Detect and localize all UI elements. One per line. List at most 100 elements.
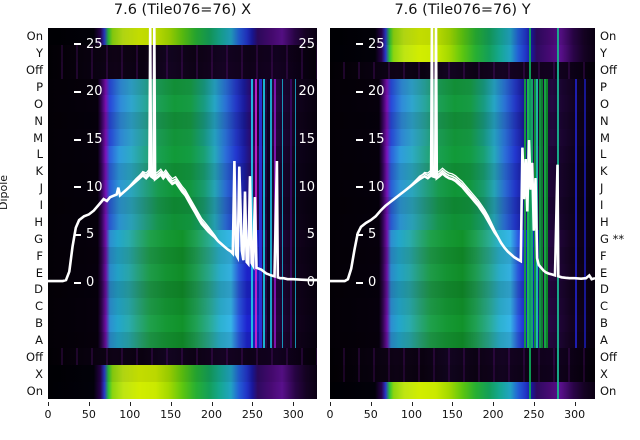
spectral-stripe [526,78,529,349]
row-label-left: B [35,316,43,331]
x-tick-label: 250 [241,408,263,421]
row-label-left: C [34,299,43,314]
row-label-left: D [34,282,43,297]
row-label-left: On [26,383,43,398]
x-tick [493,402,495,406]
heatmap-row-g [330,230,595,248]
spectral-stripe [538,78,542,349]
row-label-right: F [600,248,607,263]
row-label-left: G [34,231,43,246]
heatmap-row-on [48,28,317,46]
row-label-left: Off [26,349,43,364]
x-tick [170,402,172,406]
heatmap-row-o [330,95,595,113]
x-tick-label: 50 [363,408,378,421]
x-tick [574,402,576,406]
spectral-stripe [574,78,577,349]
heatmap-row-on [330,28,595,46]
x-tick-label: 100 [401,408,423,421]
row-label-right: P [600,80,607,95]
heatmap-row-e [48,264,317,282]
heatmap-row-l [48,146,317,164]
heatmap-row-o [48,95,317,113]
x-tick [452,402,454,406]
x-tick [370,402,372,406]
x-tick-label: 200 [201,408,223,421]
heatmap-row-a [330,331,595,349]
row-label-right: N [600,113,609,128]
row-label-left: A [35,332,43,347]
power-trace-svg [330,28,595,283]
x-tick-label: 0 [44,408,52,421]
heatmap-panel-y[interactable]: 25 20 15 10 5 0 [330,28,595,399]
x-tick-label: 100 [119,408,141,421]
heatmap-row-off [330,348,595,366]
x-tick-label: 50 [81,408,96,421]
row-labels-left: On Y Off P O N M L K J I H G F E D C B A Off X On [0,28,43,399]
x-tick [129,402,131,406]
spectral-stripe [543,78,546,349]
x-tick [48,402,49,406]
row-label-right: C [600,299,609,314]
row-label-right: B [600,316,608,331]
heatmap-row-on [330,382,595,399]
heatmap-row-p [330,78,595,96]
x-tick [88,402,90,406]
x-tick [293,402,295,406]
spectral-stripe [294,78,297,349]
heatmap-row-f [330,247,595,265]
heatmap-row-d [48,280,317,299]
heatmap-row-y [330,44,595,63]
spectral-stripe [541,78,544,349]
row-label-right: L [600,147,607,162]
row-label-right: E [600,265,608,280]
row-label-left: L [36,147,43,162]
x-axis-panel-x: 0 50 100 150 200 250 300 [45,399,317,429]
spectral-stripe [524,78,527,349]
heatmap-row-b [48,314,317,333]
x-tick-label: 150 [441,408,463,421]
heatmap-row-on [48,382,317,399]
spectral-stripe [584,78,586,349]
heatmap-row-a [48,331,317,349]
spectral-stripe [258,78,262,349]
heatmap-row-y [48,44,317,63]
row-label-left: X [35,366,43,381]
row-label-right: K [600,164,608,179]
row-label-right: A [600,332,608,347]
row-label-left: E [35,265,43,280]
heatmap-row-n [48,112,317,130]
heatmap-row-h [330,213,595,231]
row-label-right: H [600,214,609,229]
row-labels-right: On Y Off P O N M L K J I H G ** F E D C B A Off X On [600,28,640,399]
heatmap-row-c [48,297,317,316]
heatmap-row-p [48,78,317,96]
heatmap-row-c [330,297,595,316]
x-tick-label: 0 [326,408,334,421]
heatmap-panel-x[interactable]: 25 25 20 20 15 15 10 10 5 5 0 0 [48,28,317,399]
x-tick [533,402,535,406]
row-label-left: M [33,130,43,145]
row-label-left: J [39,181,43,196]
x-tick [411,402,413,406]
row-label-right: Off [600,63,617,78]
row-label-right: M [600,130,610,145]
row-label-left: K [35,164,43,179]
row-label-left: Off [26,63,43,78]
x-tick-label: 300 [282,408,304,421]
power-trace [330,28,595,282]
row-label-left: On [26,29,43,44]
spectral-stripe [546,78,549,349]
heatmap-row-d [330,280,595,299]
x-tick [211,402,213,406]
row-label-left: N [34,113,43,128]
row-label-right: On [600,383,617,398]
row-label-right: X [600,366,608,381]
row-label-right: Y [600,46,608,61]
heatmap-row-k [48,162,317,181]
row-label-right: I [600,198,604,213]
row-label-left: O [33,96,43,111]
row-label-left: P [36,80,43,95]
heatmap-row-off [48,348,317,366]
power-trace [48,28,317,283]
